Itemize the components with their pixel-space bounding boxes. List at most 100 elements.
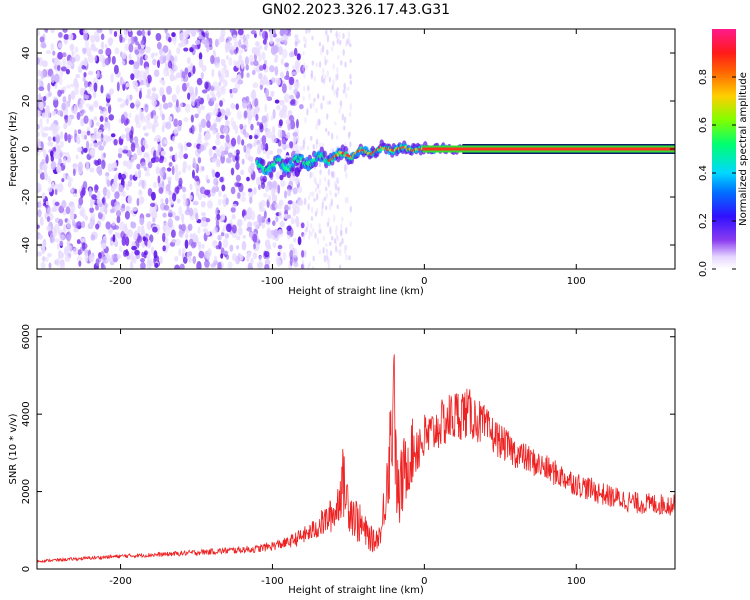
heatmap-cell [254, 220, 260, 230]
heatmap-cell [318, 222, 321, 230]
heatmap-cell [66, 218, 72, 229]
heatmap-cell [206, 120, 211, 128]
heatmap-cell [327, 179, 330, 188]
heatmap-cell [204, 259, 210, 268]
heatmap-cell [98, 202, 103, 208]
heatmap-cell [182, 247, 186, 255]
heatmap-cell [221, 184, 226, 192]
heatmap-cell [297, 236, 302, 246]
heatmap-cell [143, 250, 148, 256]
heatmap-cell [332, 63, 335, 70]
heatmap-cell [200, 200, 206, 208]
heatmap-cell [95, 258, 100, 266]
heatmap-cell [258, 72, 263, 80]
heatmap-cell [333, 89, 336, 96]
heatmap-cell [162, 222, 168, 231]
heatmap-cell [91, 194, 97, 200]
heatmap-cell [174, 55, 178, 63]
heatmap-cell [142, 139, 148, 147]
heatmap-cell [76, 255, 83, 262]
heatmap-cell [49, 150, 54, 158]
colorbar-tick-label: 0.0 [698, 261, 709, 277]
heatmap-cell [215, 158, 220, 167]
heatmap-cell [233, 40, 239, 49]
heatmap-cell [235, 174, 242, 182]
heatmap-cell [41, 112, 46, 119]
heatmap-cell [57, 42, 63, 49]
heatmap-cell [322, 246, 325, 255]
heatmap-cell [141, 29, 145, 37]
heatmap-cell [347, 86, 350, 92]
heatmap-cell [310, 69, 314, 77]
heatmap-cell [162, 102, 169, 110]
heatmap-cell [255, 41, 260, 47]
heatmap-cell [246, 221, 253, 229]
heatmap-cell [90, 34, 96, 44]
heatmap-cell [324, 127, 328, 133]
snr-x-tick-label: 100 [567, 576, 586, 587]
heatmap-cell [138, 189, 143, 196]
heatmap-cell [182, 74, 189, 83]
heatmap-cell [209, 124, 214, 131]
heatmap-cell [58, 76, 63, 86]
heatmap-cell [197, 105, 202, 115]
heatmap-cell [59, 261, 65, 269]
heatmap-cell [85, 103, 91, 108]
heatmap-cell [328, 76, 332, 83]
heatmap-cell [334, 229, 338, 236]
snr-x-ticks: -200 -100 0 100 [109, 329, 586, 587]
heatmap-cell [144, 31, 148, 36]
heatmap-cell [321, 205, 324, 212]
heatmap-cell [162, 212, 167, 218]
heatmap-cell [204, 251, 211, 259]
heatmap-cell [334, 192, 338, 198]
heatmap-cell [264, 103, 268, 113]
heatmap-cell [256, 121, 261, 126]
heatmap-cell [278, 210, 283, 219]
heatmap-cell [48, 91, 52, 97]
heatmap-cell [125, 205, 131, 212]
heatmap-cell [195, 212, 199, 221]
heatmap-cell [309, 171, 312, 179]
heatmap-cell [116, 215, 121, 224]
heatmap-cell [161, 113, 165, 121]
heatmap-cell [164, 29, 168, 34]
heatmap-cell [257, 143, 264, 153]
heatmap-cell [157, 143, 162, 153]
heatmap-cell [287, 205, 292, 211]
heatmap-cell [158, 187, 164, 194]
heatmap-cell [311, 206, 314, 214]
heatmap-cell [289, 243, 294, 251]
heatmap-cell [298, 199, 304, 206]
heatmap-cell [345, 253, 348, 261]
heatmap-cell [212, 129, 217, 135]
heatmap-cell [104, 117, 108, 123]
heatmap-cell [160, 150, 166, 157]
heatmap-cell [135, 99, 140, 105]
heatmap-cell [37, 30, 41, 37]
heatmap-cell [125, 82, 130, 88]
heatmap-cell [137, 43, 141, 50]
heatmap-cell [260, 207, 266, 212]
heatmap-cell [238, 54, 243, 64]
heatmap-cell [325, 186, 328, 192]
heatmap-cell [201, 243, 205, 250]
heatmap-cell [212, 169, 216, 178]
heatmap-cell [37, 183, 42, 193]
heatmap-cell [279, 99, 285, 106]
heatmap-cell [78, 197, 84, 206]
heatmap-cell [140, 258, 145, 263]
heatmap-cell [125, 250, 130, 257]
heatmap-cell [313, 197, 316, 202]
heatmap-cell [83, 147, 88, 153]
heatmap-cell [335, 234, 339, 240]
heatmap-cell [254, 97, 259, 108]
heatmap-cell [313, 176, 316, 184]
heatmap-cell [152, 226, 158, 233]
heatmap-cell [173, 118, 179, 128]
heatmap-cell [195, 39, 201, 45]
heatmap-cell [139, 70, 145, 77]
heatmap-cell [202, 220, 209, 228]
heatmap-cell [264, 45, 268, 51]
heatmap-cell [81, 242, 88, 250]
